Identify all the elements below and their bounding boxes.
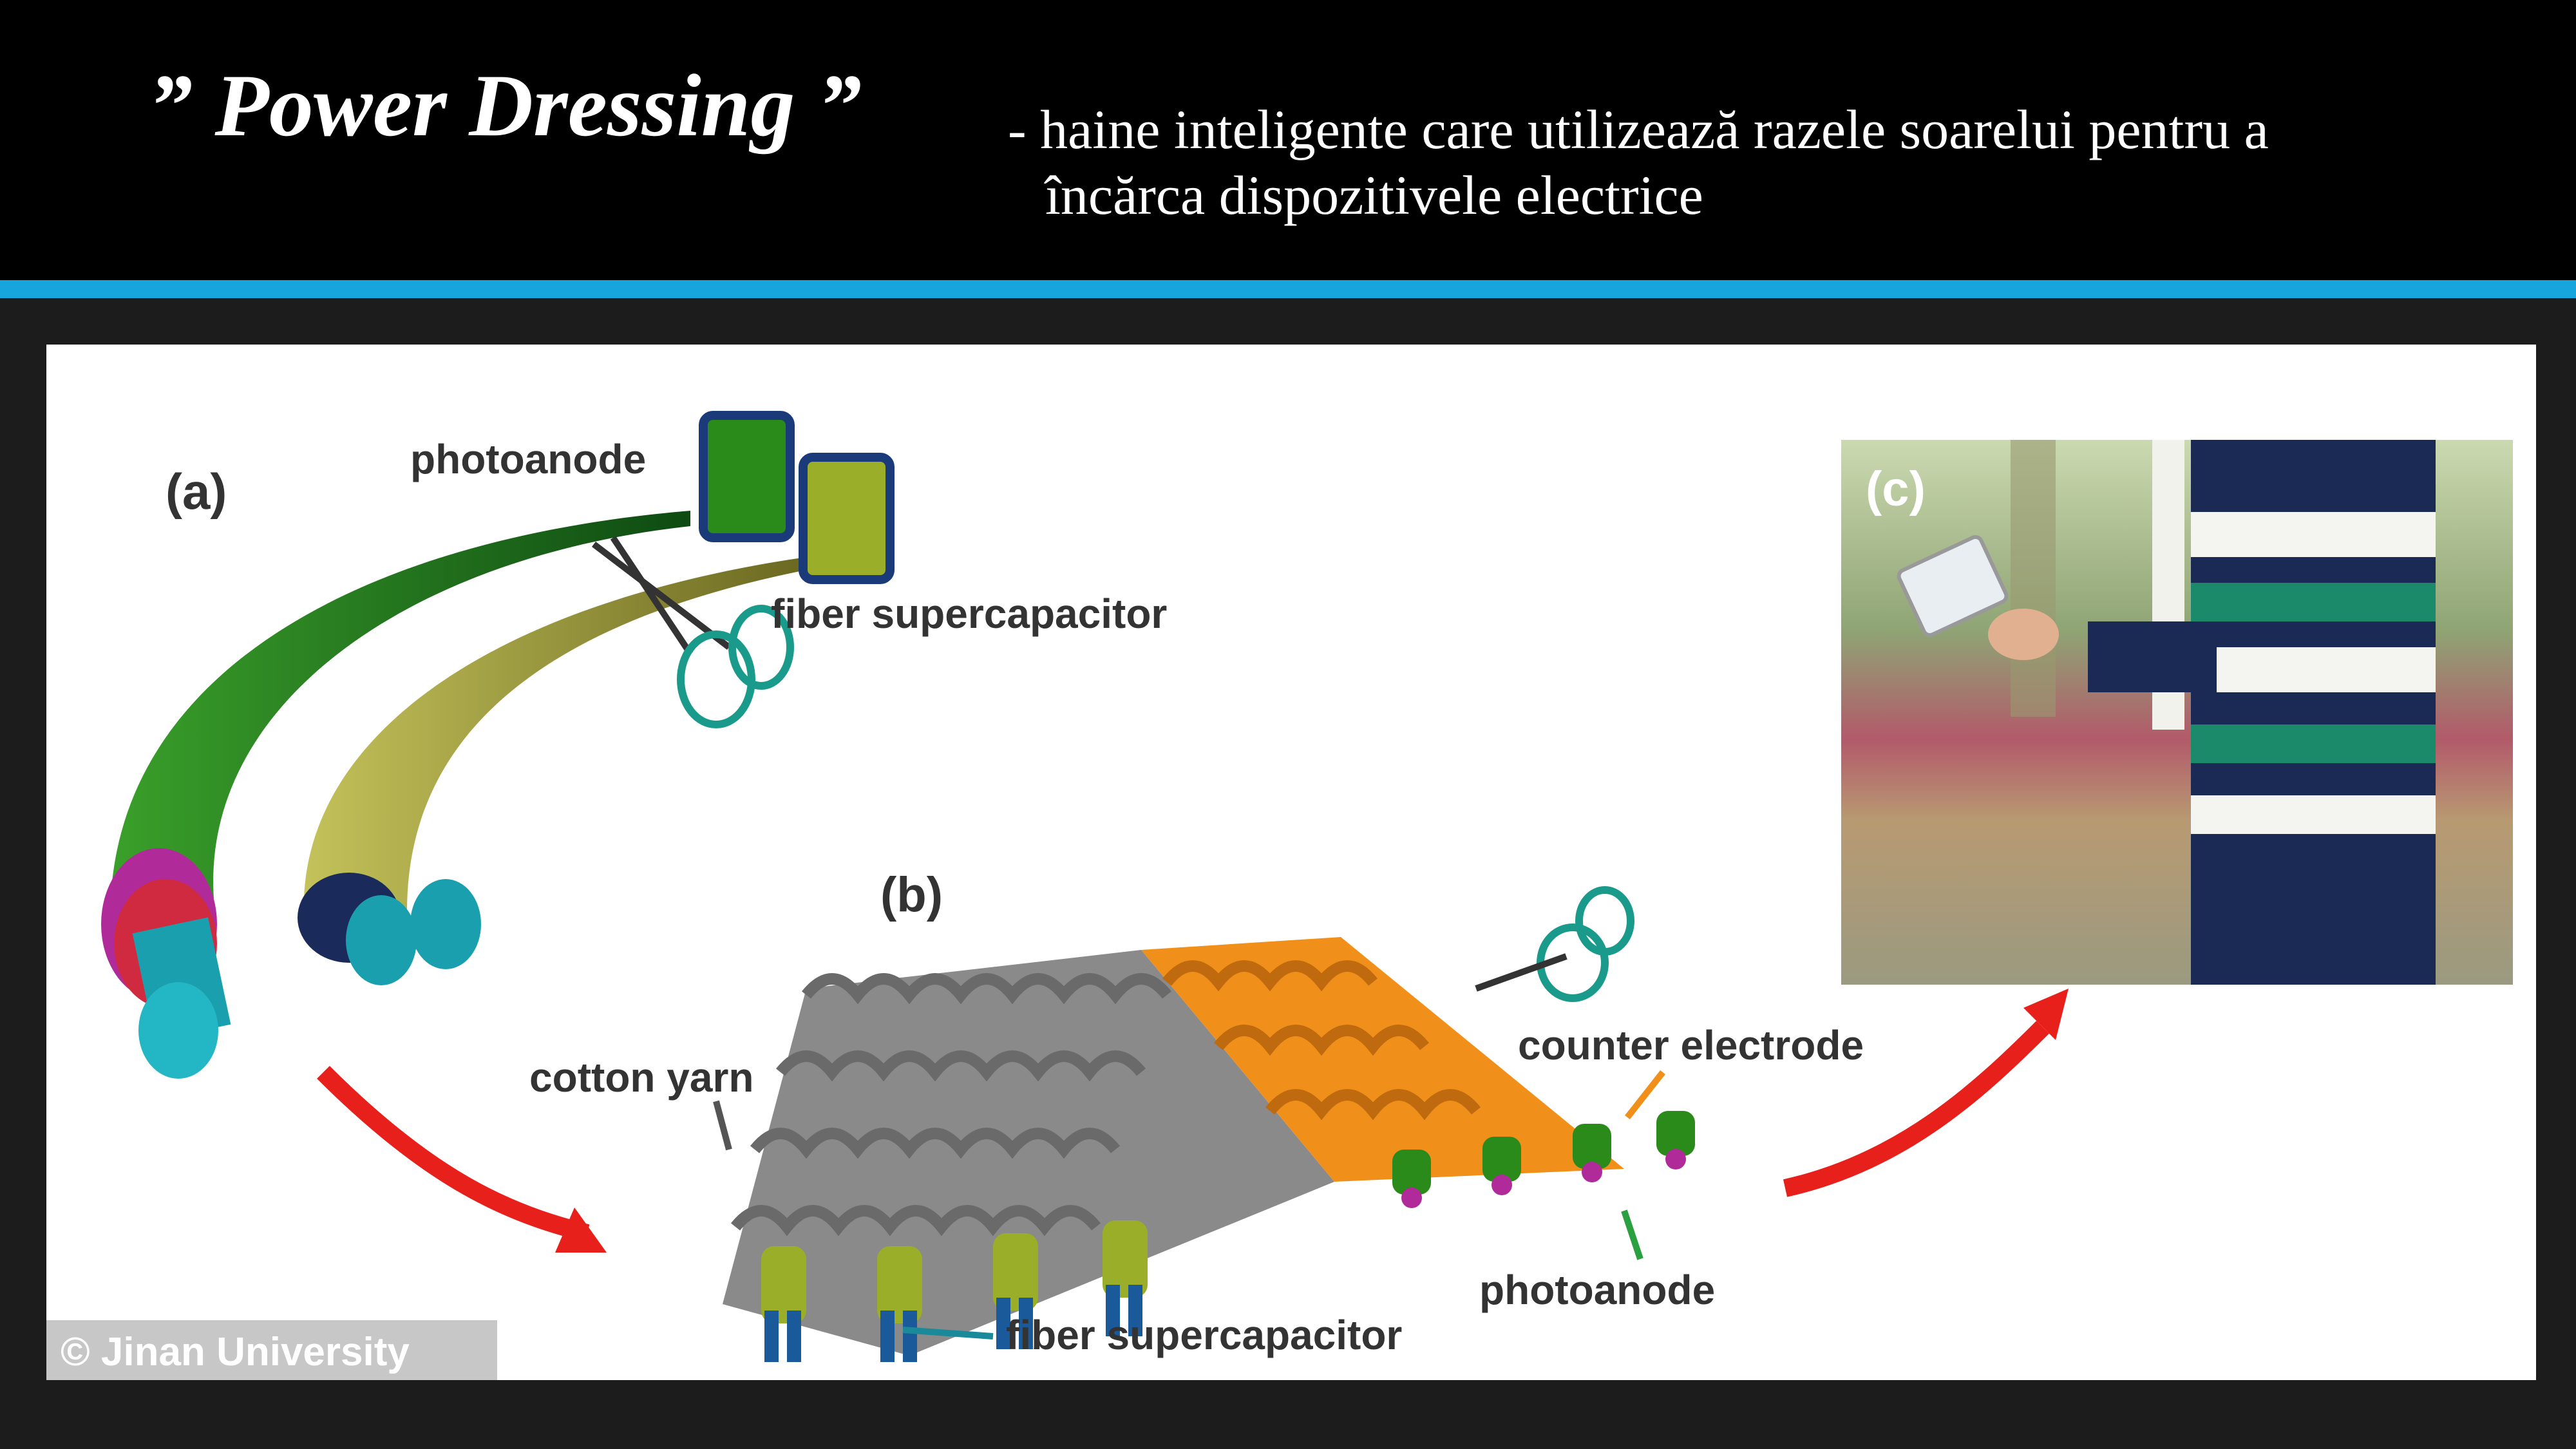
red-arrow-left-head bbox=[555, 1208, 607, 1253]
slide-header bbox=[0, 0, 2576, 280]
figure-panel: (a) photoanode fiber supercapacitor bbox=[46, 345, 2536, 1380]
fiber-supercapacitor-top-label: fiber supercapacitor bbox=[771, 591, 1167, 637]
cotton-yarn-label: cotton yarn bbox=[529, 1054, 753, 1101]
panel-a-fibers: (a) photoanode fiber supercapacitor bbox=[101, 411, 1167, 1079]
panel-b-label: (b) bbox=[880, 867, 943, 922]
red-arrow-right-head bbox=[2023, 989, 2069, 1040]
counter-electrode-label: counter electrode bbox=[1518, 1022, 1864, 1068]
credit-background bbox=[46, 1320, 497, 1380]
slide-subtitle: - haine inteligente care utilizează raze… bbox=[1008, 97, 2269, 228]
counter-electrode-arrow bbox=[1625, 1070, 1665, 1120]
panel-c-label: (c) bbox=[1866, 462, 1926, 516]
red-arrow-right bbox=[1783, 1021, 2049, 1197]
panel-c-photo: (c) bbox=[1841, 440, 2513, 985]
header-accent-bar bbox=[0, 280, 2576, 298]
red-arrow-left bbox=[317, 1066, 590, 1242]
panel-a-label: (a) bbox=[166, 463, 227, 520]
fiber-supercapacitor-arrow bbox=[902, 1327, 994, 1340]
cotton-yarn-arrow bbox=[713, 1100, 732, 1151]
slide-title: ” Power Dressing ” bbox=[148, 56, 862, 155]
fiber-supercapacitor-bottom-label: fiber supercapacitor bbox=[1006, 1312, 1402, 1358]
figure-illustration: (a) photoanode fiber supercapacitor bbox=[46, 411, 2513, 1380]
subtitle-line-2: încărca dispozitivele electrice bbox=[1045, 164, 1703, 226]
photoanode-arrow bbox=[1621, 1209, 1643, 1260]
photoanode-bottom-label: photoanode bbox=[1479, 1267, 1715, 1313]
subtitle-line-1: - haine inteligente care utilizează raze… bbox=[1008, 99, 2269, 160]
panel-b-textile: (b) cotton yarn counter electrode photoa… bbox=[529, 867, 1864, 1362]
photoanode-top-label: photoanode bbox=[410, 436, 646, 482]
credit-text: © Jinan University bbox=[61, 1330, 410, 1374]
